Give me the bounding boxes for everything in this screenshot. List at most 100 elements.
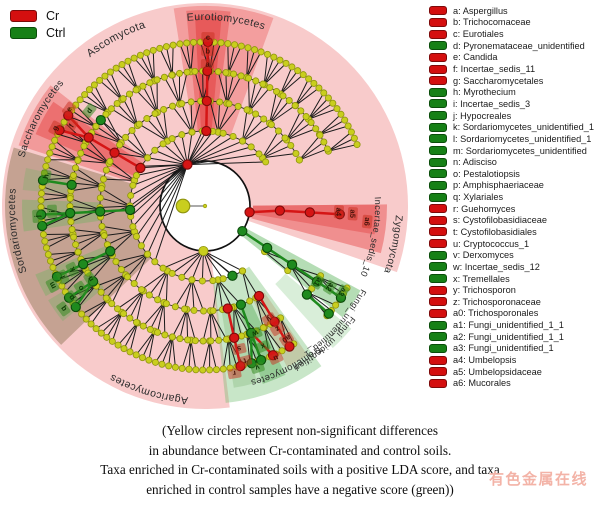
taxon-node xyxy=(65,207,76,219)
branch-line xyxy=(294,83,315,106)
branch-line xyxy=(290,265,313,289)
taxon-node xyxy=(288,63,296,71)
taxon-node xyxy=(292,149,300,157)
taxon-node xyxy=(188,128,196,136)
branch-line xyxy=(87,138,110,164)
branch-line xyxy=(217,279,233,308)
taxon-node xyxy=(118,61,126,69)
branch-line xyxy=(142,85,158,113)
legend-item-label: a3: Fungi_unidentified_1 xyxy=(453,343,554,354)
letter-box-background xyxy=(270,322,286,337)
taxon-letter-box: z xyxy=(270,322,286,337)
taxon-node xyxy=(169,41,177,49)
legend-swatch-icon xyxy=(429,262,447,272)
branch-line xyxy=(149,302,165,330)
branch-line xyxy=(45,165,74,179)
taxon-node xyxy=(124,204,136,216)
branch-line xyxy=(123,322,138,349)
taxon-node xyxy=(199,366,207,374)
branch-line xyxy=(191,250,204,281)
taxon-node xyxy=(151,110,159,118)
branch-line xyxy=(165,270,168,304)
taxon-node xyxy=(153,76,161,84)
taxon-letter-box: l xyxy=(56,269,70,285)
branch-line xyxy=(41,192,71,198)
taxon-node xyxy=(247,143,255,151)
branch-line xyxy=(157,302,165,333)
taxon-node xyxy=(158,360,166,368)
taxon-node xyxy=(190,306,198,314)
taxon-node xyxy=(49,263,57,271)
legend-item: a2: Fungi_unidentified_1_1 xyxy=(429,331,594,343)
taxon-node xyxy=(102,110,110,118)
taxon-node xyxy=(171,303,179,311)
branch-line xyxy=(184,279,193,310)
taxon-node xyxy=(126,90,134,98)
taxon-node xyxy=(169,102,177,110)
taxon-node xyxy=(267,121,275,129)
letter-box-label: o xyxy=(76,283,86,292)
legend-item: n: Adisciso xyxy=(429,156,594,168)
taxon-node xyxy=(212,366,220,374)
letter-box-label: z xyxy=(273,324,281,334)
taxon-letter-box: j xyxy=(32,209,43,224)
letter-box-label: c xyxy=(206,33,210,42)
branch-line xyxy=(140,164,188,246)
taxon-node xyxy=(135,162,146,174)
legend-item-label: y: Trichosporon xyxy=(453,285,516,296)
legend-item-label: q: Xylariales xyxy=(453,192,504,203)
branch-line xyxy=(121,253,148,270)
taxon-node xyxy=(144,250,152,258)
taxon-node xyxy=(281,134,289,142)
branch-line xyxy=(101,188,131,207)
taxon-node xyxy=(337,110,345,118)
branch-line xyxy=(171,336,176,368)
branch-line xyxy=(227,43,229,74)
letter-box-background xyxy=(201,46,215,57)
taxon-node xyxy=(178,273,186,281)
branch-line xyxy=(81,299,109,315)
taxon-node xyxy=(113,99,121,107)
taxon-node xyxy=(251,46,259,54)
taxon-node xyxy=(181,305,189,313)
taxon-node xyxy=(74,248,82,256)
branch-line xyxy=(210,310,227,340)
taxon-node xyxy=(229,132,237,140)
branch-line xyxy=(201,250,204,281)
branch-line xyxy=(226,75,242,104)
letter-box-background xyxy=(82,103,97,118)
taxon-node xyxy=(291,102,299,110)
branch-line xyxy=(255,297,264,328)
branch-line xyxy=(269,91,278,124)
branch-line xyxy=(242,118,265,142)
letter-box-background xyxy=(268,351,284,365)
letter-box-background xyxy=(83,271,98,287)
taxon-node xyxy=(353,141,361,149)
taxon-node xyxy=(344,122,352,130)
branch-line xyxy=(147,164,188,255)
branch-line xyxy=(136,164,188,176)
taxon-node xyxy=(126,348,134,356)
legend-swatch-icon xyxy=(429,320,447,330)
taxon-node xyxy=(159,264,167,272)
letter-box-background xyxy=(261,312,277,326)
legend-item: w: Incertae_sedis_12 xyxy=(429,261,594,273)
letter-box-background xyxy=(279,332,294,346)
branch-line xyxy=(71,182,102,187)
taxon-node xyxy=(136,51,144,59)
branch-line xyxy=(210,310,220,341)
branch-line xyxy=(262,130,279,159)
taxon-node xyxy=(117,265,125,273)
taxon-node xyxy=(139,354,147,362)
legend-item: r: Guehomyces xyxy=(429,203,594,215)
letter-box-label: k xyxy=(67,265,77,273)
branch-line xyxy=(61,268,87,287)
taxon-letter-box: h xyxy=(40,169,52,184)
branch-line xyxy=(103,178,135,181)
taxon-node xyxy=(285,96,293,104)
branch-line xyxy=(233,306,243,337)
branch-line xyxy=(46,233,74,249)
taxon-node xyxy=(132,233,140,241)
taxon-node xyxy=(171,363,179,371)
branch-line xyxy=(165,46,173,76)
